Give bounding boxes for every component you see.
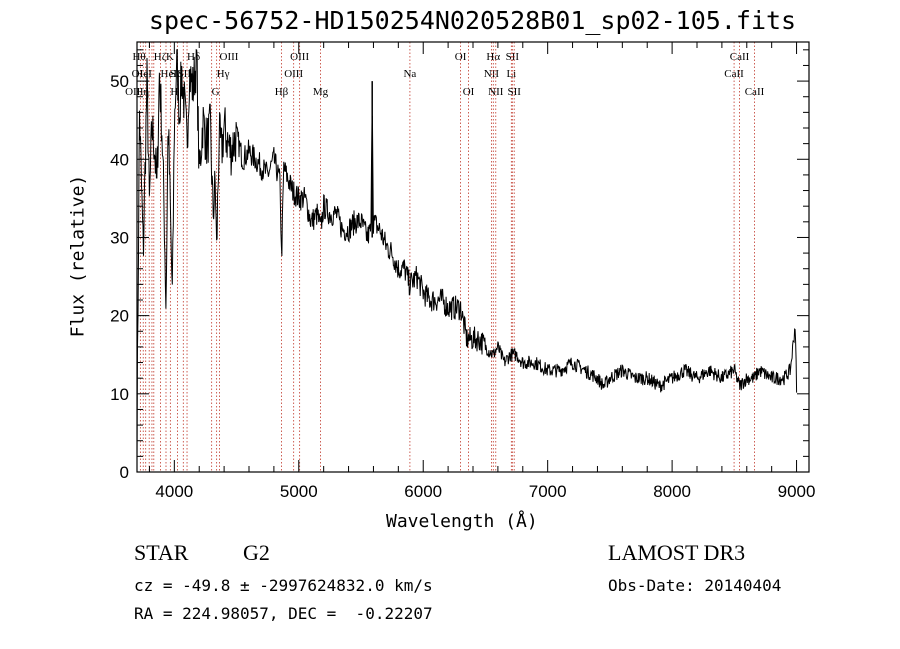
- redshift-text: cz = -49.8 ± -2997624832.0 km/s: [134, 576, 433, 595]
- spectral-line-label: Hγ: [217, 68, 230, 80]
- x-tick-label: 9000: [778, 482, 816, 501]
- survey-name: LAMOST DR3: [608, 540, 746, 565]
- spectral-line-label: OIII: [220, 51, 239, 63]
- spectral-line-label: Hδ: [187, 51, 200, 63]
- spectral-line-label: OI: [463, 86, 475, 98]
- spectral-line-label: NII: [488, 86, 504, 98]
- spectral-line-label: Mg: [313, 86, 329, 98]
- y-tick-label: 20: [110, 307, 129, 326]
- spectral-line-label: HeI: [135, 68, 152, 80]
- y-tick-label: 50: [110, 72, 129, 91]
- x-tick-label: 4000: [155, 482, 193, 501]
- spectral-line-label: Hβ: [275, 86, 289, 98]
- x-tick-label: 6000: [404, 482, 442, 501]
- y-tick-label: 30: [110, 228, 129, 247]
- spectral-line-label: CaII: [730, 51, 750, 63]
- coordinates-text: RA = 224.98057, DEC = -0.22207: [134, 604, 433, 623]
- spectral-line-label: Na: [403, 68, 416, 80]
- spectral-line-label: SII: [507, 86, 521, 98]
- spectrum-line: [136, 48, 798, 461]
- spectral-line-label: Hθ: [132, 51, 145, 63]
- spectral-line-label: H: [170, 86, 178, 98]
- y-tick-label: 40: [110, 150, 129, 169]
- spectral-line-label: OI: [455, 51, 467, 63]
- spectral-line-label: CaII: [724, 68, 744, 80]
- spectral-line-label: Hη: [135, 86, 149, 98]
- spectral-line-label: HeI: [161, 68, 178, 80]
- y-tick-label: 0: [120, 463, 129, 482]
- obs-date-text: Obs-Date: 20140404: [608, 576, 782, 595]
- spectral-line-label: OIII: [290, 51, 309, 63]
- spectral-line-label: CaII: [745, 86, 765, 98]
- x-axis-label: Wavelength (Å): [386, 511, 538, 532]
- plot-frame: [136, 41, 810, 473]
- x-tick-label: 8000: [653, 482, 691, 501]
- spectral-line-label: SII: [506, 51, 520, 63]
- x-tick-label: 7000: [529, 482, 567, 501]
- object-class: STAR: [134, 540, 189, 565]
- y-tick-label: 10: [110, 385, 129, 404]
- spectral-line-label: Hα: [486, 51, 500, 63]
- chart-title: spec-56752-HD150254N020528B01_sp02-105.f…: [148, 6, 797, 35]
- spectral-line-label: OIII: [284, 68, 303, 80]
- spectral-line-label: NII: [484, 68, 500, 80]
- object-subclass: G2: [243, 540, 270, 565]
- spectral-line-label: G: [212, 86, 220, 98]
- x-tick-label: 5000: [280, 482, 318, 501]
- spectral-line-label: Li: [506, 68, 516, 80]
